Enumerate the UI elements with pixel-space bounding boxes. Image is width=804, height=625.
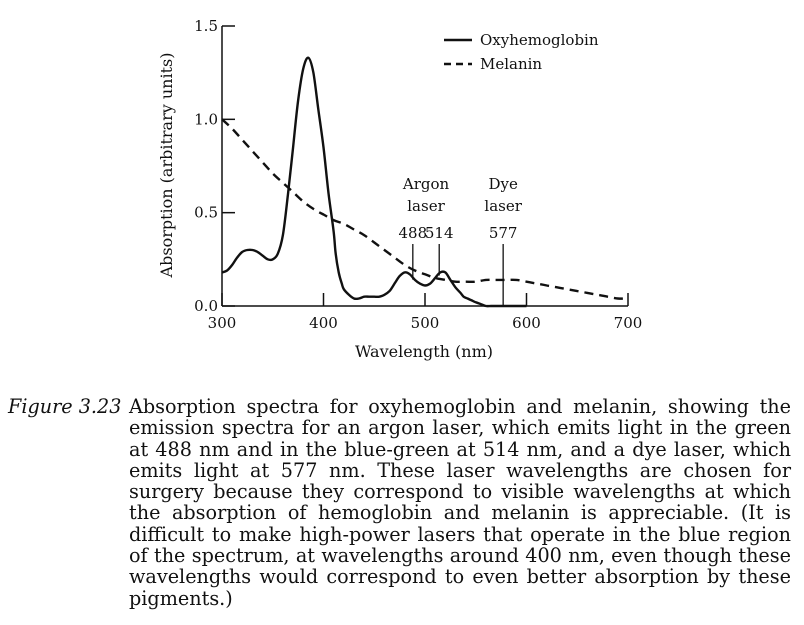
x-tick-label: 400 (309, 314, 338, 332)
laser-wavelength-label: 514 (425, 224, 454, 242)
laser-wavelength-label: 577 (489, 224, 518, 242)
caption-text: Absorption spectra for oxyhemoglobin and… (129, 395, 791, 610)
axes: 0.0 0.5 1.0 1.5 300 400 500 600 700 (194, 17, 642, 332)
dye-laser-annotation: Dye (488, 175, 518, 193)
x-tick-label: 600 (512, 314, 541, 332)
y-tick-label: 0.5 (194, 204, 218, 222)
argon-laser-annotation: Argon (402, 175, 450, 193)
y-axis-label: Absorption (arbitrary units) (157, 53, 176, 279)
legend-label: Oxyhemoglobin (480, 31, 599, 49)
y-tick-label: 0.0 (194, 297, 218, 315)
x-tick-label: 300 (208, 314, 237, 332)
legend: Oxyhemoglobin Melanin (444, 31, 599, 73)
argon-laser-annotation: laser (407, 197, 445, 215)
laser-annotations: Argon laser Dye laser (402, 175, 523, 215)
series-layer (221, 56, 629, 308)
oxyhemoglobin-curve (221, 56, 527, 308)
melanin-curve (221, 118, 629, 300)
legend-label: Melanin (480, 55, 542, 73)
x-tick-label: 700 (614, 314, 643, 332)
x-axis-label: Wavelength (nm) (355, 342, 493, 361)
x-tick-label: 500 (411, 314, 440, 332)
y-tick-label: 1.0 (194, 110, 218, 128)
figure-label: Figure 3.23 (8, 395, 122, 418)
laser-wavelength-label: 488 (398, 224, 427, 242)
y-tick-label: 1.5 (194, 17, 218, 35)
dye-laser-annotation: laser (484, 197, 522, 215)
